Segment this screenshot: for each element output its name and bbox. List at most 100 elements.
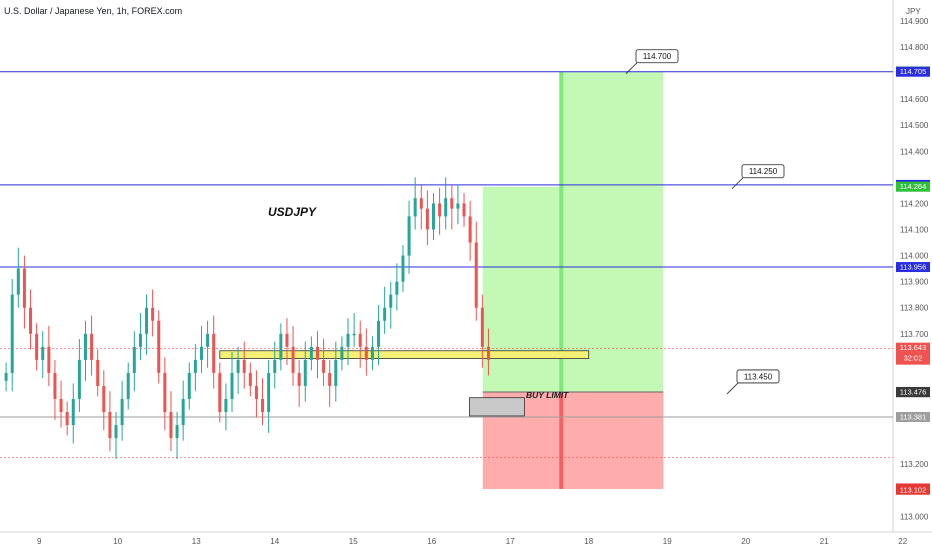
candle-body [212, 333, 216, 373]
candle-body [83, 333, 87, 360]
candle-body [383, 307, 387, 321]
candle-body [303, 359, 307, 386]
candle-body [199, 346, 203, 360]
candle-body [16, 268, 20, 295]
candle-body [230, 372, 234, 399]
price-axis[interactable]: 114.900 114.800 114.600 114.500 114.400 114.2… [896, 17, 930, 521]
price-tag-bg [896, 262, 930, 273]
candle-body [389, 294, 393, 308]
candle-body [163, 372, 167, 413]
chart-title: U.S. Dollar / Japanese Yen, 1h, FOREX.co… [4, 6, 182, 16]
candle-body [346, 333, 350, 347]
price-tag-label: 114.264 [900, 182, 927, 191]
hlines-layer [0, 71, 893, 459]
callout-box [741, 164, 785, 179]
callout-box [736, 369, 780, 384]
time-tick-label: 21 [820, 537, 829, 546]
price-tag-bg [896, 342, 930, 365]
candle-body [236, 359, 240, 373]
callout-box [635, 49, 679, 64]
time-tick-label: 18 [584, 537, 593, 546]
candle-body [224, 399, 228, 413]
candle-body [90, 333, 94, 360]
time-tick-label: 15 [349, 537, 358, 546]
price-tick-label: 113.800 [900, 304, 929, 313]
symbol-annotation: USDJPY [268, 205, 317, 219]
buy-limit-box [469, 397, 525, 417]
time-axis[interactable]: 9 10 13 14 15 16 17 18 19 20 21 22 [37, 537, 908, 546]
candle-body [29, 307, 33, 334]
candle-body [193, 359, 197, 373]
price-tag-label: 113.956 [900, 263, 927, 272]
candle-body [395, 281, 399, 295]
candle-body [267, 372, 271, 413]
candle-body [474, 242, 478, 308]
candle-body [96, 359, 100, 386]
candle-body [352, 333, 356, 336]
candle-body [71, 399, 75, 426]
candle-body [53, 372, 57, 399]
candle-body [169, 412, 173, 439]
price-tick-label: 114.100 [900, 225, 929, 234]
candle-body [175, 425, 179, 439]
price-tag-bg [896, 411, 930, 422]
candle-body [358, 333, 362, 347]
price-tag-bg [896, 387, 930, 398]
candle-body [157, 320, 161, 373]
candle-body [102, 385, 106, 413]
currency-label: JPY [906, 7, 921, 16]
candle-body [187, 372, 191, 399]
callout-label: 114.700 [643, 52, 672, 61]
profit-divider [559, 71, 564, 392]
candle-body [114, 425, 118, 439]
time-tick-label: 17 [506, 537, 515, 546]
price-tag-label: 113.476 [900, 388, 927, 397]
candle-body [438, 203, 442, 217]
price-tag-label: 113.102 [900, 485, 927, 494]
candle-body [340, 346, 344, 360]
price-tick-label: 114.500 [900, 121, 929, 130]
candle-body [315, 346, 319, 360]
price-tag-label: 113.643 [900, 343, 927, 352]
candle-body [370, 346, 374, 360]
candle-body [322, 359, 326, 373]
time-tick-label: 14 [270, 537, 279, 546]
price-tick-label: 113.000 [900, 512, 929, 521]
callouts-layer: 114.700 114.250 113.450 [625, 49, 785, 395]
candle-body [486, 346, 490, 360]
time-tick-label: 20 [741, 537, 750, 546]
candle-body [364, 346, 368, 360]
candle-body [334, 359, 338, 386]
candle-body [35, 333, 39, 360]
time-tick-label: 13 [192, 537, 201, 546]
candle-body [480, 307, 484, 347]
callout-label: 113.450 [744, 372, 773, 381]
price-tick-label: 114.400 [900, 147, 929, 156]
price-tick-label: 113.900 [900, 278, 929, 287]
candle-body [285, 333, 289, 347]
time-tick-label: 22 [898, 537, 907, 546]
candle-body [456, 203, 460, 209]
candle-body [59, 399, 63, 413]
candle-body [309, 346, 313, 360]
candle-body [138, 333, 142, 347]
candle-body [242, 359, 246, 373]
price-tick-label: 114.200 [900, 199, 929, 208]
candle-body [41, 346, 45, 360]
candle-body [181, 399, 185, 426]
candle-body [468, 216, 472, 243]
profit-zone-2 [561, 71, 664, 392]
price-tick-label: 113.700 [900, 330, 929, 339]
candle-body [462, 203, 466, 217]
candle-body [218, 372, 222, 413]
candle-body [10, 294, 14, 373]
candle-body [77, 359, 81, 399]
candle-body [273, 359, 277, 373]
time-tick-label: 16 [427, 537, 436, 546]
zones-layer [219, 71, 664, 489]
candle-body [328, 372, 332, 386]
candle-body [419, 198, 423, 209]
candle-body [151, 307, 155, 321]
